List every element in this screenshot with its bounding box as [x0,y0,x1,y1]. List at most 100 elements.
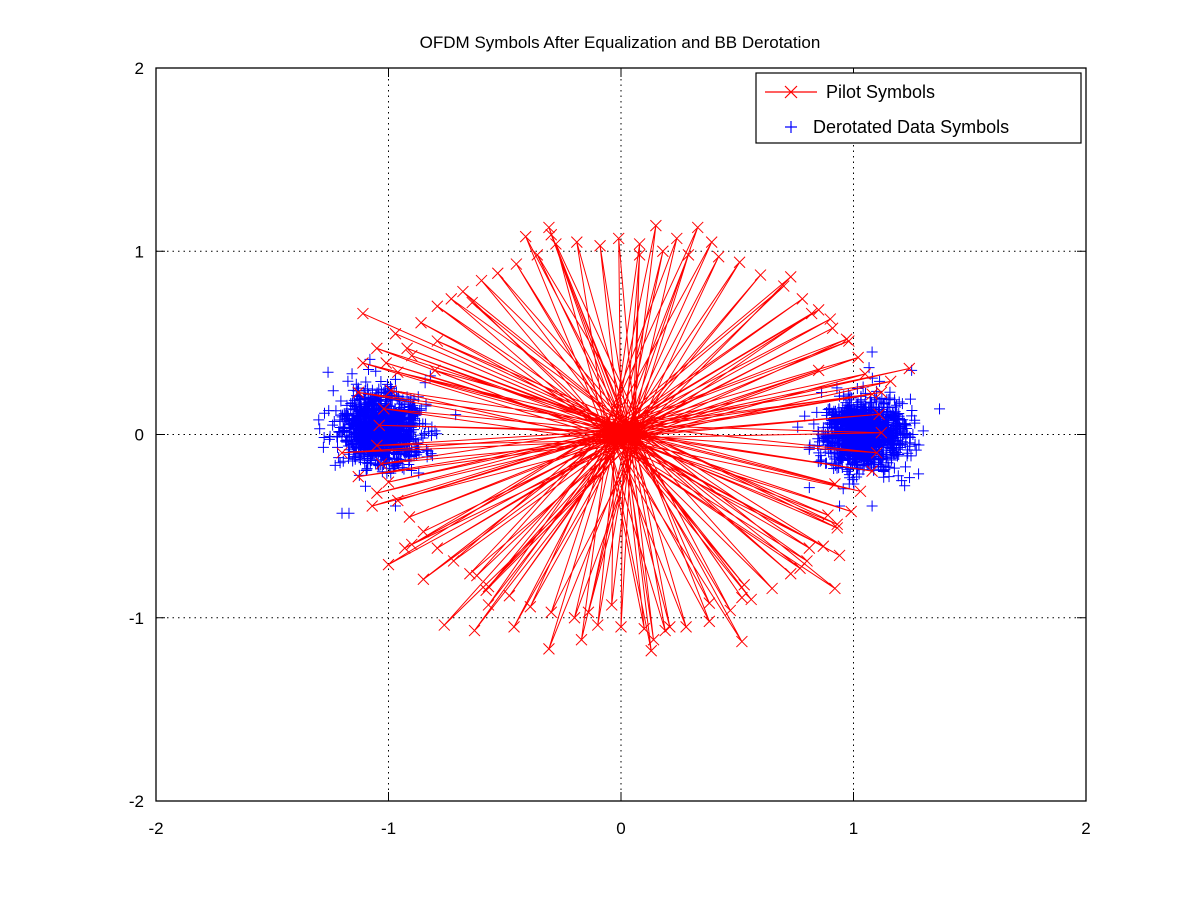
data-point-23 [405,465,417,477]
pilot-point-184 [431,335,444,347]
pilot-point-140 [805,307,818,320]
data-point-1397 [874,375,886,387]
pilot-point-42 [754,269,767,281]
data-point-1128 [359,435,371,447]
pilot-point-234 [647,633,660,646]
data-point-917 [375,451,387,463]
pilot-point-98 [568,611,581,624]
pilot-point-114 [417,525,430,538]
pilot-point-28 [612,232,625,245]
data-point-2045 [900,430,912,442]
data-point-799 [346,368,358,380]
data-point-2065 [887,407,899,419]
data-point-2289 [857,407,869,419]
legend-box [755,72,1082,144]
pilot-point-128 [377,402,390,415]
data-point-428 [334,414,346,426]
data-point-2137 [853,447,865,459]
data-point-138 [370,365,382,377]
pilot-point-134 [405,349,418,362]
data-point-1149 [373,404,385,416]
data-point-716 [396,462,408,474]
data-point-1094 [363,398,375,410]
data-point-2245 [882,415,894,427]
data-point-1032 [331,431,343,443]
pilot-point-158 [736,635,748,648]
data-point-2310 [866,346,878,358]
data-point-2261 [893,396,905,408]
data-point-2049 [887,447,899,459]
data-point-2246 [815,450,827,462]
data-point-2172 [895,423,907,435]
pilot-point-204 [703,597,716,609]
pilot-point-50 [826,322,839,335]
data-point-2285 [843,399,855,411]
data-point-2301 [317,441,329,453]
data-point-1117 [348,428,360,440]
data-point-2032 [863,362,875,374]
pilot-point-5 [643,435,655,448]
pilot-point-192 [705,236,718,248]
data-point-963 [344,419,356,431]
data-point-2299 [889,409,901,421]
pilot-point-236 [575,633,588,646]
data-point-2060 [899,461,911,473]
pilot-point-210 [508,621,520,633]
data-point-684 [318,407,330,419]
y-tick-label-3: 1 [135,242,144,261]
data-point-1035 [370,435,382,447]
data-point-1104 [389,373,401,385]
pilot-point-231 [608,423,620,435]
data-point-1927 [909,417,921,429]
legend-entry-pilot-symbols: Pilot Symbols [765,82,935,102]
data-point-2275 [861,449,873,461]
pilot-point-40 [733,256,746,269]
data-point-1096 [383,418,395,430]
data-point-1005 [389,413,401,425]
data-point-2207 [873,458,885,470]
pilot-point-186 [429,364,441,377]
data-point-2232 [887,437,899,449]
data-point-820 [323,405,335,417]
pilot-point-108 [464,567,476,580]
data-point-1127 [346,414,358,426]
pilot-point-90 [659,624,672,637]
data-point-850 [385,467,397,479]
data-point-869 [359,392,371,404]
pilot-point-174 [405,538,418,551]
pilot-point-88 [680,621,692,633]
pilot-point-102 [524,600,537,613]
data-point-1099 [397,418,409,430]
data-point-1315 [859,387,871,399]
pilot-point-48 [812,304,825,316]
pilot-point-232 [738,578,751,591]
pilot-point-214 [417,573,430,586]
pilot-point-78 [784,567,797,580]
data-point-949 [388,407,400,419]
data-point-1083 [364,394,376,406]
pilot-point-200 [833,549,846,562]
pilot-point-216 [398,542,411,554]
chart-title: OFDM Symbols After Equalization and BB D… [420,33,821,52]
pilot-point-180 [357,357,369,369]
data-point-1053 [353,413,365,425]
pilot-point-225 [626,428,639,441]
pilot-point-178 [371,487,383,499]
pilot-point-104 [503,589,516,602]
data-point-1724 [904,393,916,405]
pilot-point-132 [391,366,404,379]
data-point-2259 [845,439,857,451]
pilot-point-190 [543,221,555,234]
data-point-1142 [364,429,376,441]
pilot-point-242 [352,386,365,399]
pilot-point-112 [431,542,444,554]
grid-lines [156,68,1086,801]
data-point-1957 [905,450,917,462]
data-point-449 [332,441,344,453]
pilot-point-82 [745,593,758,606]
data-point-1362 [913,439,925,451]
data-point-1137 [348,429,360,441]
data-point-2271 [852,440,864,452]
pilot-point-54 [852,351,865,364]
data-point-1920 [894,421,906,433]
